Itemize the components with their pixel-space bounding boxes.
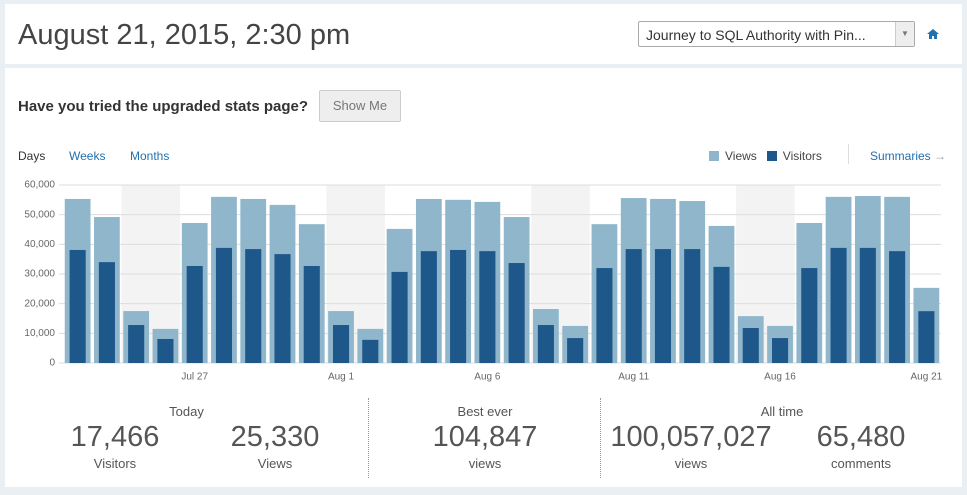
arrow: →	[934, 149, 947, 163]
stat-number: 100,057,027	[610, 421, 772, 453]
bar	[654, 249, 672, 363]
y-tick-label: 10,000	[24, 328, 55, 339]
legend-label: Visitors	[782, 149, 822, 163]
bar	[303, 265, 320, 363]
summaries-link[interactable]: Summaries →	[870, 149, 946, 163]
bar	[69, 249, 86, 363]
bar	[391, 271, 408, 363]
show-me-button[interactable]: Show Me	[319, 90, 401, 122]
bar	[128, 325, 145, 363]
bar	[801, 268, 818, 363]
date: August 21, 2015, 2:30 pm	[18, 19, 351, 51]
bar	[420, 251, 437, 363]
divider	[848, 144, 849, 164]
stat-title: All time	[760, 404, 804, 419]
bar	[186, 265, 203, 363]
tab-months[interactable]: Months	[130, 149, 170, 163]
bar	[215, 247, 233, 363]
chart: 0 10,000 20,000 30,000 40,000 50,000 60,000 Jul…	[24, 180, 943, 383]
stat-number: 17,466	[70, 421, 160, 453]
stat-label: comments	[831, 456, 891, 471]
bar	[625, 249, 642, 363]
bar	[98, 262, 115, 363]
x-tick-label: Aug 1	[328, 372, 355, 383]
y-tick-label: 30,000	[24, 269, 55, 280]
y-tick-label: 40,000	[24, 239, 55, 250]
best-ever: Best ever 104,847 views	[368, 398, 601, 478]
bar	[508, 263, 525, 363]
bar	[479, 251, 496, 363]
today: Today 17,466 Visitors 25,330 Views	[5, 393, 368, 487]
stat-number: 25,330	[230, 421, 320, 453]
stat-label: views	[674, 456, 708, 471]
legend-swatch	[766, 151, 777, 161]
bar	[684, 249, 701, 363]
y-tick-label: 0	[49, 358, 55, 369]
bar	[450, 249, 467, 363]
tab-days[interactable]: Days	[18, 149, 46, 163]
summaries-text: Summaries	[870, 149, 931, 163]
bar	[362, 339, 379, 363]
bar	[274, 254, 291, 363]
stat-number: 65,480	[816, 421, 906, 453]
stat-title: Best ever	[457, 404, 513, 419]
y-tick-label: 50,000	[24, 209, 55, 220]
x-tick-label: Aug 11	[618, 372, 649, 383]
stat-title: Today	[169, 404, 204, 419]
stats-row: Today 17,466 Visitors 25,330 Views Best …	[5, 393, 962, 487]
header: August 21, 2015, 2:30 pm Journey to SQL …	[5, 4, 962, 64]
tab-weeks[interactable]: Weeks	[69, 149, 106, 163]
bar	[567, 338, 584, 363]
bar	[596, 268, 613, 363]
bar	[245, 249, 262, 363]
stat-label: Visitors	[93, 456, 137, 471]
legend: Views Visitors	[709, 149, 822, 163]
y-tick-label: 20,000	[24, 298, 55, 309]
blog-select[interactable]: Journey to SQL Authority with Pin... ▼	[638, 21, 915, 47]
bar	[742, 327, 759, 363]
stat-label: views	[468, 456, 502, 471]
y-tick-label: 60,000	[24, 180, 55, 191]
select-text: Journey to SQL Authority with Pin...	[646, 27, 866, 43]
bar	[859, 247, 876, 363]
bar	[918, 311, 935, 363]
x-tick-label: Aug 21	[911, 372, 943, 383]
legend-label: Views	[725, 149, 757, 163]
bar	[713, 266, 730, 363]
bar	[889, 251, 906, 363]
bar	[771, 338, 789, 363]
bar	[830, 247, 847, 363]
bar	[537, 325, 554, 363]
bar	[332, 325, 350, 363]
x-tick-label: Aug 6	[474, 372, 501, 383]
home-icon[interactable]	[927, 29, 939, 39]
x-tick-label: Jul 27	[181, 372, 208, 383]
select-arrow: ▼	[895, 22, 914, 46]
banner-text: Have you tried the upgraded stats page?	[18, 98, 309, 115]
legend-swatch	[709, 151, 719, 161]
all-time: All time 100,057,027 views 65,480 commen…	[600, 398, 963, 478]
bar	[157, 338, 174, 363]
stat-label: Views	[257, 456, 293, 471]
stat-number: 104,847	[432, 421, 538, 453]
x-tick-label: Aug 16	[764, 372, 796, 383]
